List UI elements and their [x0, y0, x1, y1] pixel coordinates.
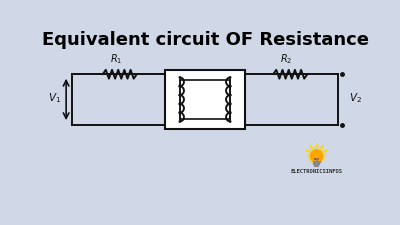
Circle shape — [308, 147, 325, 164]
Bar — [165, 70, 245, 129]
Text: Equivalent circuit OF Resistance: Equivalent circuit OF Resistance — [42, 31, 368, 49]
Text: $V_2$: $V_2$ — [349, 91, 362, 105]
Text: ELECTRONICSINFOS: ELECTRONICSINFOS — [290, 169, 342, 174]
Text: $R_2$: $R_2$ — [280, 52, 293, 66]
Text: $V_1$: $V_1$ — [48, 91, 61, 105]
Bar — [180, 80, 230, 119]
Circle shape — [310, 150, 323, 162]
Text: $R_1$: $R_1$ — [110, 52, 122, 66]
